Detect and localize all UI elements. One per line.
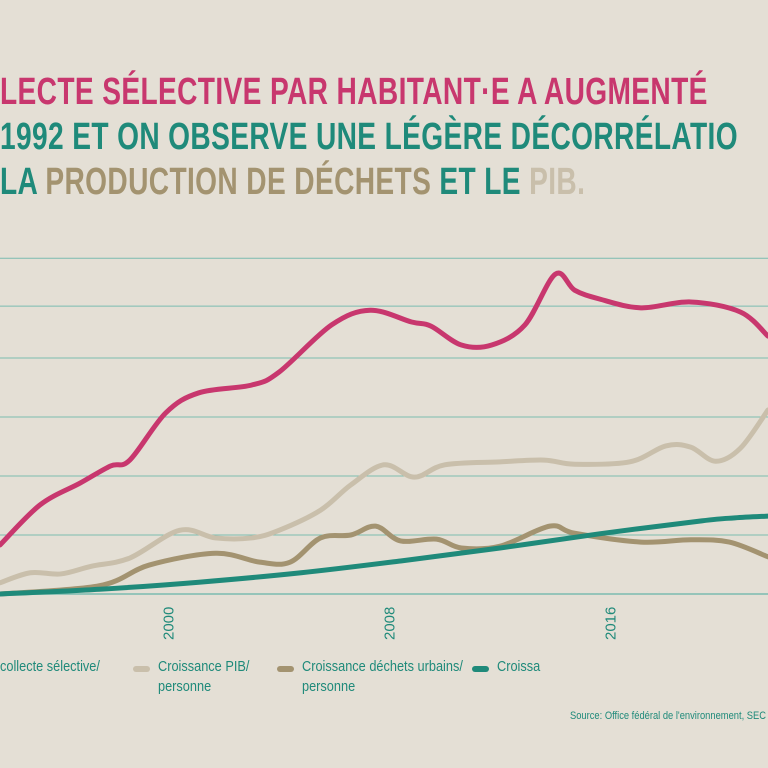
legend-swatch-dechets — [277, 666, 294, 672]
series-line-collecte — [0, 270, 768, 548]
x-tick-label: 2016 — [603, 607, 620, 640]
title-line-1: LECTE SÉLECTIVE PAR HABITANT·E A AUGMENT… — [0, 71, 708, 113]
legend-swatch-population — [472, 666, 489, 672]
legend-label-line: Croissa — [497, 658, 541, 675]
title-part-dechets: PRODUCTION DE DÉCHETS — [45, 161, 432, 203]
legend-label: Croissance déchets urbains/personne — [302, 657, 463, 697]
x-tick-label: 2008 — [382, 607, 399, 640]
title-part: ET LE — [431, 161, 530, 203]
legend-label-line: collecte sélective/ — [0, 658, 100, 675]
title-line-3: LA PRODUCTION DE DÉCHETS ET LE PIB. — [0, 162, 585, 202]
legend-label-line: personne — [158, 678, 212, 695]
source-note: Source: Office fédéral de l'environnemen… — [570, 710, 766, 722]
legend-label-line: personne — [302, 678, 356, 695]
legend-label: Croissance PIB/personne — [158, 657, 249, 697]
title-part: LA — [0, 161, 46, 203]
legend-swatch-pib — [133, 666, 150, 672]
legend-label-line: Croissance PIB/ — [158, 658, 250, 675]
title-part-pib: PIB. — [529, 161, 586, 203]
legend-label: collecte sélective/ — [0, 657, 100, 677]
series-line-dechets — [0, 523, 768, 597]
series-line-pib — [0, 407, 768, 586]
series-line-population — [0, 513, 768, 597]
legend-label: Croissa — [497, 657, 540, 677]
x-tick-label: 2000 — [161, 607, 178, 640]
legend-label-line: Croissance déchets urbains/ — [302, 658, 463, 675]
title-line-2: 1992 ET ON OBSERVE UNE LÉGÈRE DÉCORRÉLAT… — [0, 116, 738, 158]
